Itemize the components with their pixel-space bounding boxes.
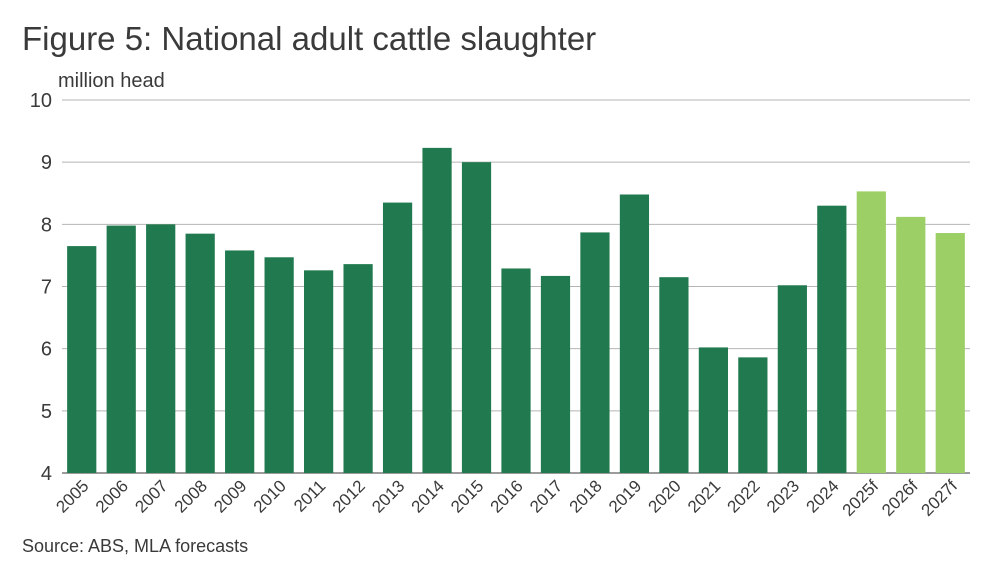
x-tick-label: 2019 (605, 476, 645, 516)
bar-forecast (896, 216, 926, 473)
bar (185, 233, 215, 473)
x-tick-label: 2007 (131, 476, 171, 516)
bars (67, 147, 965, 473)
chart-title: Figure 5: National adult cattle slaughte… (22, 20, 597, 57)
x-tick-label: 2023 (763, 476, 803, 516)
bar (304, 270, 334, 473)
x-tick-label: 2005 (52, 476, 92, 516)
bar (422, 147, 452, 473)
x-tick-label: 2020 (645, 476, 685, 516)
x-tick-label: 2025f (839, 476, 883, 520)
y-tick-label: 4 (41, 463, 52, 485)
bar (343, 264, 373, 473)
bar (461, 162, 492, 473)
x-tick-label: 2017 (526, 476, 566, 516)
x-tick-label: 2006 (92, 476, 132, 516)
y-tick-label: 10 (30, 90, 52, 112)
x-tick-label: 2011 (290, 476, 329, 515)
y-tick-label: 5 (41, 401, 52, 423)
y-axis-ticks: 4 5 6 7 8 9 10 (30, 90, 52, 485)
bar (501, 268, 531, 473)
y-tick-label: 8 (41, 214, 52, 236)
bar (580, 232, 610, 473)
bar (698, 347, 728, 473)
bar-forecast (856, 191, 886, 473)
bar (106, 225, 136, 473)
x-tick-label: 2015 (447, 476, 487, 516)
x-tick-label: 2014 (408, 476, 448, 516)
bar (146, 224, 176, 473)
x-tick-label: 2022 (724, 476, 764, 516)
x-tick-label: 2027f (918, 476, 962, 520)
bar (817, 205, 847, 473)
x-axis-ticks: 2005 2006 2007 2008 2009 2010 2011 2012 2013 2014… (52, 476, 961, 520)
bar (619, 194, 650, 473)
x-tick-label: 2013 (368, 476, 408, 516)
bar (225, 250, 255, 473)
y-tick-label: 6 (41, 339, 52, 361)
x-tick-label: 2026f (878, 476, 922, 520)
bar (382, 202, 413, 473)
x-tick-label: 2012 (329, 476, 369, 516)
bar (777, 285, 807, 473)
x-tick-label: 2010 (250, 476, 290, 516)
bar (540, 275, 571, 473)
bar (659, 277, 689, 473)
bar (67, 246, 97, 473)
source-note: Source: ABS, MLA forecasts (22, 536, 249, 556)
x-tick-label: 2008 (171, 476, 211, 516)
x-tick-label: 2009 (210, 476, 250, 516)
y-tick-label: 9 (41, 152, 52, 174)
y-axis-unit-label: million head (58, 70, 165, 92)
x-tick-label: 2021 (684, 476, 724, 516)
y-tick-label: 7 (41, 277, 52, 299)
bar (264, 257, 294, 473)
x-tick-label: 2024 (802, 476, 842, 516)
bar (738, 357, 768, 473)
x-tick-label: 2018 (566, 476, 606, 516)
x-tick-label: 2016 (487, 476, 527, 516)
bar-forecast (935, 233, 965, 473)
